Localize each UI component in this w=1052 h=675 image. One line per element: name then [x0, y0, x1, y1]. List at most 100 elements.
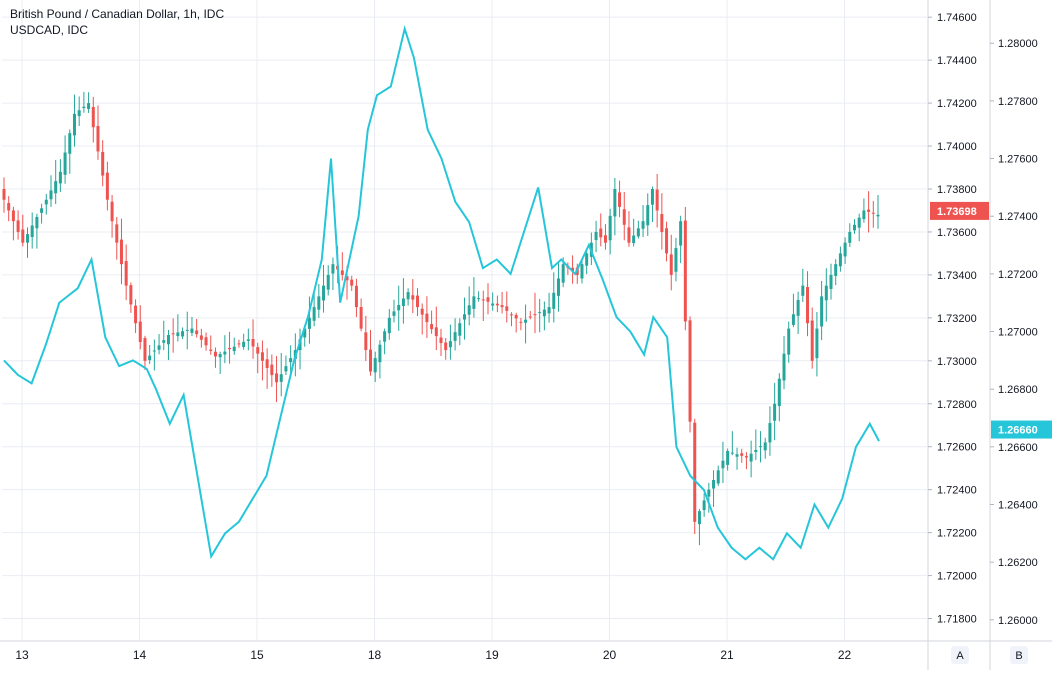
candle-body: [693, 422, 697, 522]
candle-body: [322, 285, 326, 301]
candle-body: [524, 319, 528, 323]
candle-body: [462, 314, 466, 320]
candle-body: [495, 303, 499, 306]
candle-body: [411, 295, 415, 300]
candle-body: [632, 235, 636, 244]
candle-body: [674, 248, 678, 272]
candle-body: [11, 210, 15, 222]
candle-body: [289, 358, 293, 363]
candle-body: [82, 106, 86, 109]
candle-body: [129, 285, 133, 305]
candle-body: [143, 338, 147, 361]
candle-body: [354, 285, 358, 308]
candle-body: [585, 253, 589, 266]
candle-body: [857, 217, 861, 228]
candle-body: [345, 276, 349, 281]
axis-a-tick-label: 1.74600: [937, 12, 977, 24]
candle-body: [848, 231, 852, 243]
candle-body: [373, 358, 377, 373]
axis-b-tick-label: 1.27600: [998, 154, 1038, 166]
candle-body: [571, 267, 575, 272]
scale-button-a[interactable]: [951, 646, 969, 664]
candle-body: [166, 335, 170, 345]
candle-body: [486, 297, 490, 302]
axis-a-tick-label: 1.72400: [937, 485, 977, 497]
candle-body: [105, 172, 109, 200]
candle-body: [181, 331, 185, 337]
candle-body: [228, 347, 232, 350]
axis-a-tick-label: 1.73000: [937, 356, 977, 368]
candle-body: [91, 106, 95, 128]
candle-body: [613, 188, 617, 217]
candle-body: [30, 225, 34, 238]
candle-body: [876, 214, 880, 217]
time-axis-label: 22: [838, 648, 852, 662]
candle-body: [467, 305, 471, 315]
candle-body: [378, 344, 382, 363]
candle-body: [406, 292, 410, 300]
candle-body: [618, 192, 622, 207]
axis-a-tick-label: 1.71800: [937, 614, 977, 626]
candle-body: [148, 355, 152, 361]
candle-body: [697, 511, 701, 525]
candle-body: [871, 212, 875, 214]
axis-a-tick-label: 1.72600: [937, 442, 977, 454]
scale-button-b[interactable]: [1010, 646, 1028, 664]
candle-body: [185, 329, 189, 331]
candle-body: [806, 286, 810, 324]
axis-b-tick-label: 1.26400: [998, 500, 1038, 512]
time-axis: 13 14 15 18 19 20 21 22 A B: [15, 646, 1028, 664]
candle-body: [279, 374, 283, 382]
candle-body: [96, 125, 100, 152]
candle-body: [2, 188, 6, 200]
candle-body: [660, 214, 664, 232]
candle-body: [791, 314, 795, 325]
last-price-tag-b: [991, 420, 1052, 439]
candle-body: [369, 349, 373, 372]
candle-body: [472, 296, 476, 309]
candle-body: [759, 446, 763, 448]
candle-body: [712, 480, 716, 489]
candle-body: [115, 224, 119, 243]
scale-button-label-a[interactable]: A: [956, 650, 964, 662]
candle-body: [68, 133, 72, 154]
time-axis-label: 13: [15, 648, 29, 662]
candle-body: [458, 323, 462, 336]
candle-body: [749, 453, 753, 462]
candle-body: [265, 359, 269, 368]
candle-body: [500, 305, 504, 308]
axis-b-tick-label: 1.26600: [998, 442, 1038, 454]
candle-body: [425, 313, 429, 323]
time-axis-label: 21: [720, 648, 734, 662]
candle-body: [16, 220, 20, 232]
candle-body: [862, 210, 866, 220]
candle-body: [763, 442, 767, 451]
candle-body: [54, 181, 58, 194]
candle-body: [820, 296, 824, 327]
candle-body: [646, 205, 650, 226]
candle-body: [251, 338, 255, 347]
candle-body: [669, 254, 673, 275]
candle-body: [599, 228, 603, 238]
candle-body: [72, 113, 76, 136]
axis-a-tick-label: 1.74000: [937, 141, 977, 153]
candle-body: [77, 110, 81, 117]
candle-body: [834, 264, 838, 276]
candle-body: [110, 201, 114, 222]
candle-body: [317, 296, 321, 310]
axis-b-tick-label: 1.26800: [998, 384, 1038, 396]
candle-body: [434, 327, 438, 337]
candle-body: [815, 328, 819, 359]
time-axis-label: 18: [368, 648, 382, 662]
axis-a-tick-label: 1.72200: [937, 528, 977, 540]
last-price-tag-a: [930, 201, 989, 220]
scale-button-label-b[interactable]: B: [1015, 650, 1022, 662]
candle-body: [594, 231, 598, 240]
candle-body: [260, 352, 264, 361]
axis-a-tick-label: 1.73600: [937, 227, 977, 239]
candle-body: [768, 423, 772, 443]
candle-body: [824, 285, 828, 301]
